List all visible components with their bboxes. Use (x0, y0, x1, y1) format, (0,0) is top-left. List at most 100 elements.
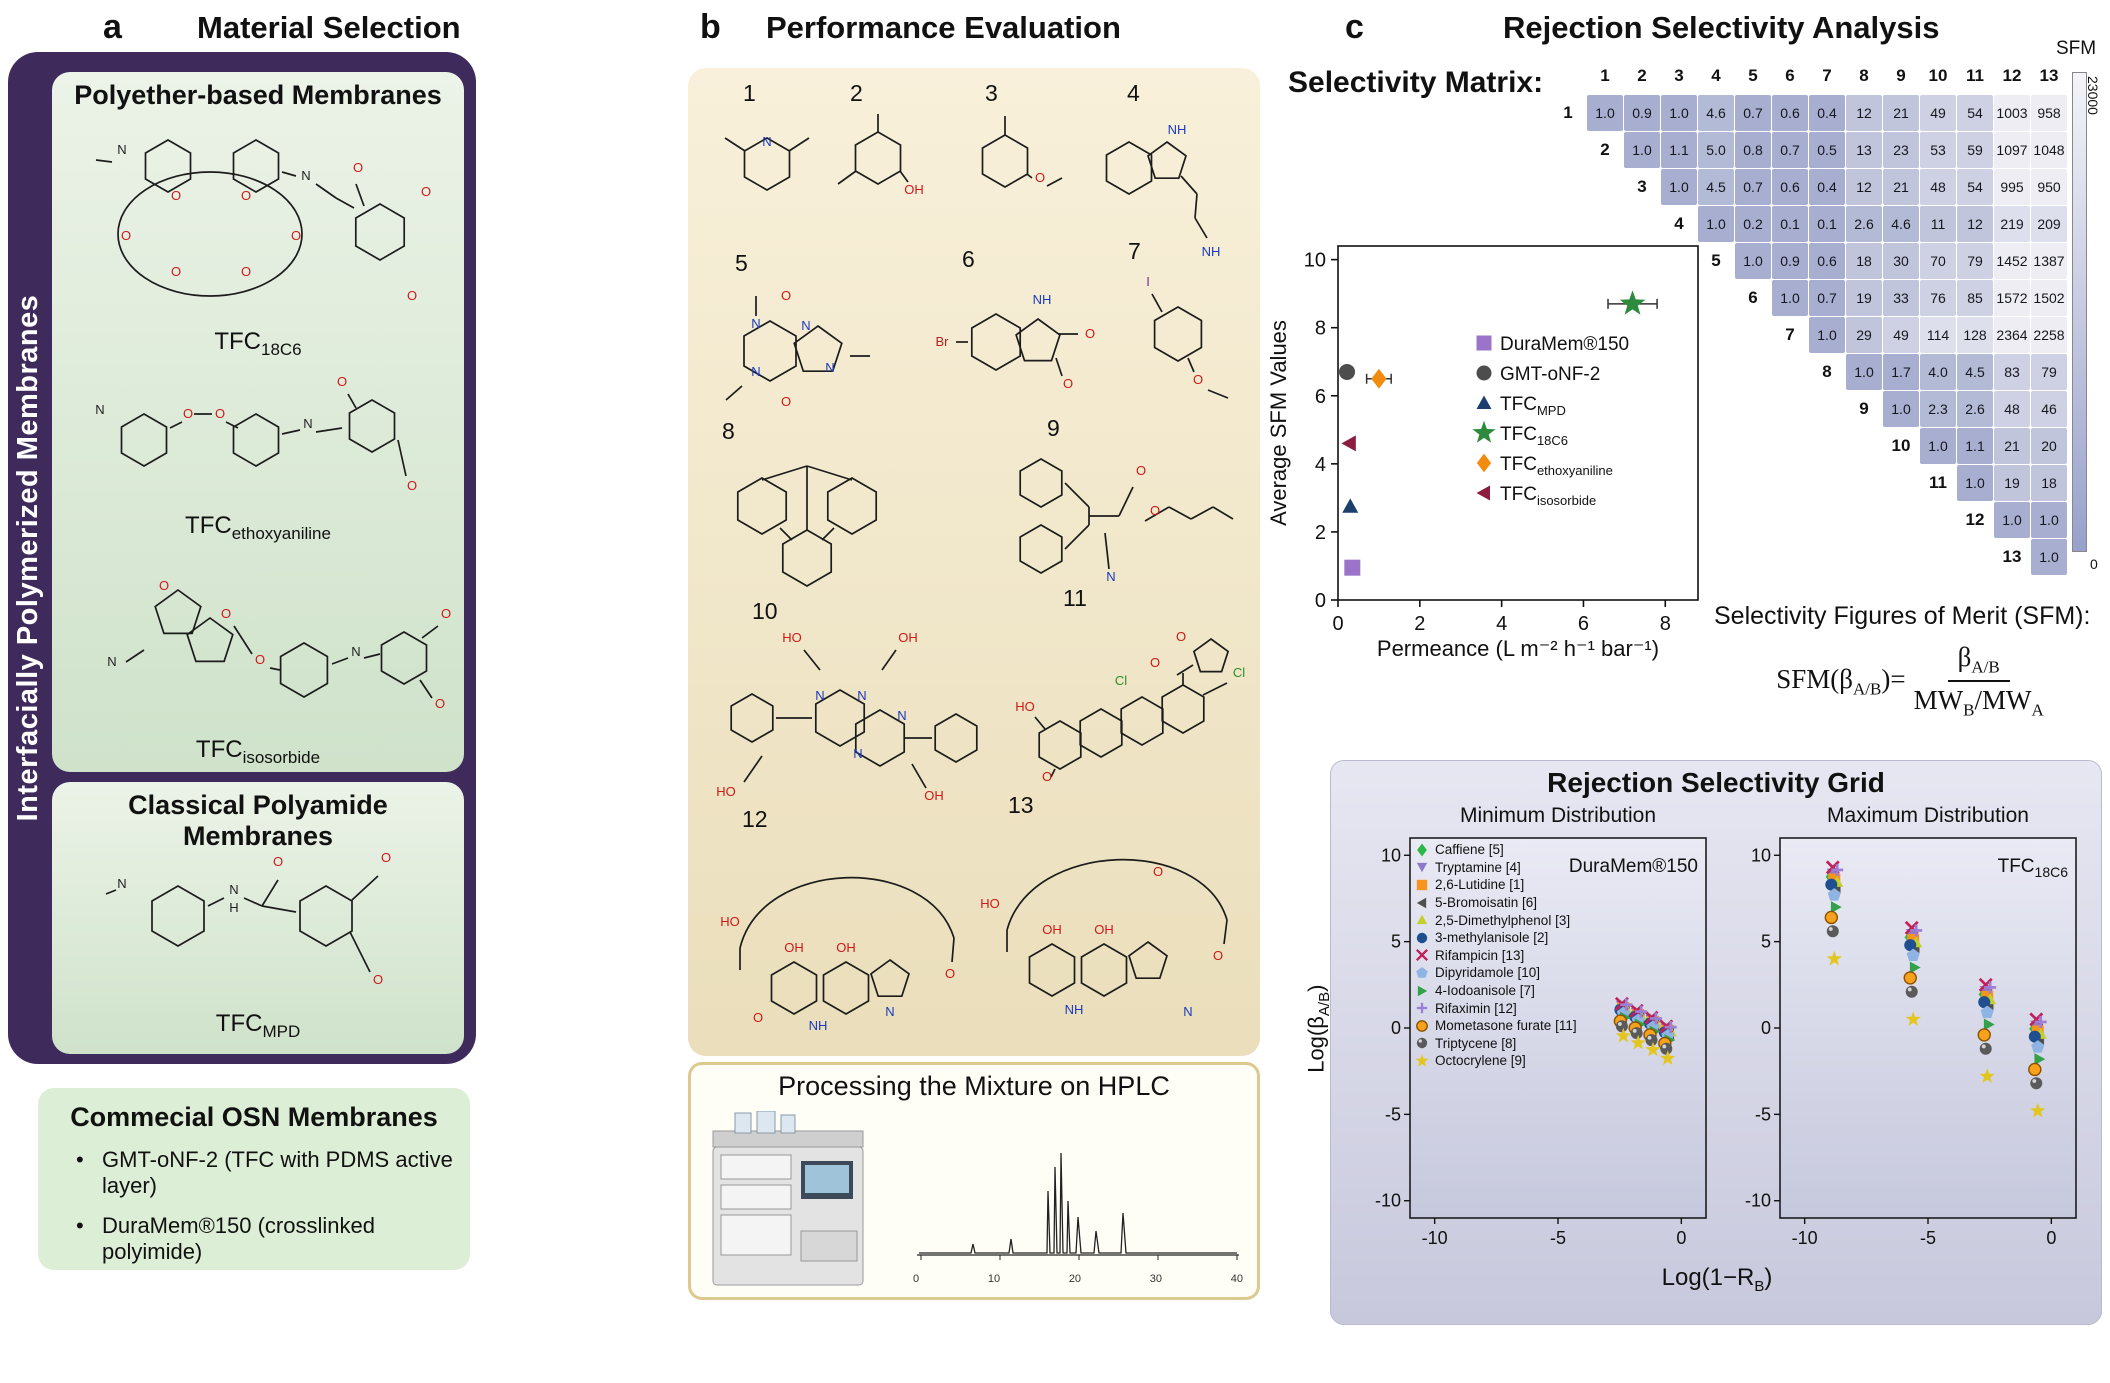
svg-text:O: O (1153, 864, 1163, 879)
marker-star (1660, 1050, 1676, 1065)
matrix-cell: 21 (1994, 428, 2030, 464)
svg-text:N: N (815, 688, 824, 703)
matrix-cell: 4.6 (1698, 95, 1734, 131)
molecule-12-structure: HO OH OH O N NH O (720, 876, 955, 1033)
matrix-col-header: 12 (2002, 66, 2022, 85)
marker-triangle-right (1417, 985, 1428, 996)
matrix-row-label: 8 (1822, 362, 1832, 381)
svg-text:N: N (117, 142, 126, 157)
svg-text:-5: -5 (1385, 1104, 1401, 1124)
matrix-cell: 1.0 (1624, 132, 1660, 168)
svg-text:0: 0 (1676, 1228, 1686, 1248)
marker-sphere (1828, 927, 1833, 931)
matrix-cell: 0.8 (1735, 132, 1771, 168)
matrix-cell: 79 (1957, 243, 1993, 279)
marker-diamond (1371, 368, 1387, 389)
matrix-cell: 0.6 (1772, 169, 1808, 205)
svg-text:O: O (407, 288, 417, 303)
svg-text:NH: NH (1202, 244, 1221, 259)
marker-star (1630, 1034, 1646, 1050)
grid-legend-item: Tryptamine [4] (1414, 859, 1649, 877)
svg-text:OH: OH (1094, 922, 1114, 937)
structure-tfc-isosorbide: O O O N O O N (107, 578, 451, 711)
matrix-cell: 29 (1846, 317, 1882, 353)
matrix-cell: 114 (1920, 317, 1956, 353)
svg-text:N: N (801, 318, 810, 333)
matrix-row-label: 7 (1785, 325, 1795, 344)
grid-y-axis-label: Log(βA/B) (1303, 984, 1333, 1073)
molecule-7-structure: IO (1146, 274, 1229, 399)
grid-legend-item: 5-Bromoisatin [6] (1414, 894, 1649, 912)
matrix-cell: 1.0 (1698, 206, 1734, 242)
marker-square (1416, 879, 1428, 891)
svg-text:O: O (381, 850, 391, 865)
svg-text:O: O (421, 184, 431, 199)
matrix-col-header: 4 (1711, 66, 1721, 85)
matrix-col-header: 5 (1748, 66, 1758, 85)
svg-text:O: O (1213, 948, 1223, 963)
svg-text:HO: HO (720, 914, 740, 929)
svg-text:-10: -10 (1792, 1228, 1818, 1248)
marker-sphere (1632, 1028, 1637, 1033)
matrix-cell: 1387 (2031, 243, 2067, 279)
svg-text:HO: HO (716, 784, 736, 799)
polyamide-box-title: Classical Polyamide Membranes (128, 790, 388, 851)
svg-text:N: N (95, 402, 104, 417)
matrix-cell: 0.7 (1772, 132, 1808, 168)
matrix-cell: 1.0 (1809, 317, 1845, 353)
svg-text:6: 6 (1578, 613, 1589, 635)
marker-sphere (1418, 1039, 1422, 1044)
matrix-cell: 0.7 (1735, 169, 1771, 205)
panel-b-letter: b (700, 8, 721, 46)
svg-text:Br: Br (936, 334, 950, 349)
svg-text:5: 5 (1391, 932, 1401, 952)
svg-text:O: O (373, 972, 383, 987)
svg-text:O: O (1136, 463, 1146, 478)
marker-pentagon (1416, 966, 1428, 978)
svg-text:-5: -5 (1550, 1228, 1566, 1248)
marker-pentagon (1980, 1005, 1994, 1018)
svg-text:O: O (241, 188, 251, 203)
label-tfc-mpd: TFCMPD (215, 1010, 301, 1041)
svg-text:-10: -10 (1375, 1191, 1401, 1211)
svg-text:2: 2 (1414, 613, 1425, 635)
grid-legend-item: Rifaximin [12] (1416, 1000, 1517, 1016)
matrix-cell: 1.0 (1920, 428, 1956, 464)
molecule-4-structure: NH NH (1105, 122, 1221, 259)
svg-text:N: N (117, 876, 126, 891)
hplc-instrument-illustration (712, 1111, 864, 1286)
svg-text:O: O (1035, 170, 1045, 185)
matrix-cell: 2258 (2031, 317, 2067, 353)
svg-text:4: 4 (1496, 613, 1507, 635)
svg-text:O: O (1176, 629, 1186, 644)
molecule-10-structure: HO OH HO OH N N N N (716, 630, 978, 803)
svg-text:NH: NH (809, 1018, 828, 1033)
svg-text:-5: -5 (1755, 1104, 1771, 1124)
marker-sphere (1660, 1042, 1673, 1055)
matrix-row-label: 5 (1711, 251, 1721, 270)
matrix-cell: 1.7 (1883, 354, 1919, 390)
matrix-row-label: 2 (1600, 140, 1610, 159)
matrix-cell: 0.6 (1772, 95, 1808, 131)
matrix-cell: 0.4 (1809, 95, 1845, 131)
matrix-row-label: 4 (1674, 214, 1684, 233)
svg-text:N: N (351, 644, 360, 659)
marker-star (1415, 1053, 1429, 1067)
marker-sphere (1981, 1044, 1986, 1049)
matrix-col-header: 7 (1822, 66, 1832, 85)
marker-circle (1339, 363, 1355, 380)
marker-circle (1825, 878, 1838, 891)
marker-diamond (1417, 843, 1427, 857)
grid-legend-item: 3-methylanisole [2] (1414, 929, 1649, 947)
matrix-col-header: 10 (1928, 66, 1948, 85)
matrix-cell: 23 (1883, 132, 1919, 168)
marker-circle (2028, 1030, 2041, 1043)
svg-text:N: N (751, 364, 760, 379)
marker-triangle-up (1342, 498, 1359, 513)
sfm-colorbar (2072, 72, 2087, 552)
matrix-row-label: 9 (1859, 399, 1869, 418)
grid-plot-maximum: Maximum Distribution-10 -5 0-10-50510TFC18… (1745, 804, 2077, 1248)
grid-legend: Caffiene [5] Tryptamine [4] 2,6-Lutidine [… (1414, 841, 1649, 1070)
matrix-row-label: 6 (1748, 288, 1758, 307)
